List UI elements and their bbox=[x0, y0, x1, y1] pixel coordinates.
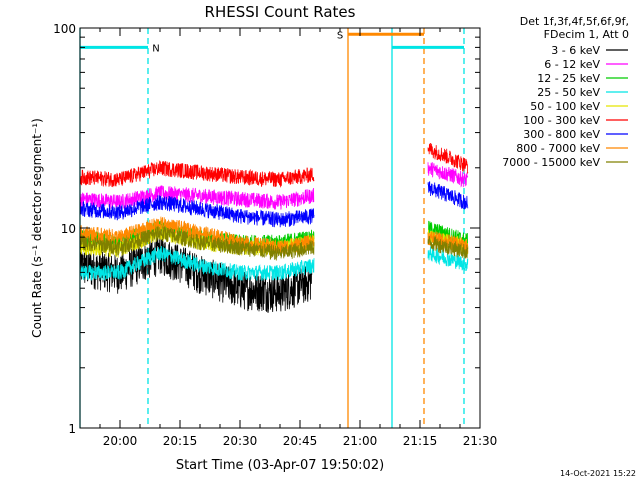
x-tick-label-5: 21:15 bbox=[403, 434, 438, 448]
legend-header-0: Det 1f,3f,4f,5f,6f,9f, bbox=[520, 15, 629, 28]
legend-label-4: 50 - 100 keV bbox=[530, 100, 600, 113]
annotation-label-s: S bbox=[337, 30, 343, 41]
legend-label-5: 100 - 300 keV bbox=[523, 114, 600, 127]
series-line-5 bbox=[79, 142, 469, 188]
x-tick-label-6: 21:30 bbox=[463, 434, 498, 448]
legend-label-6: 300 - 800 keV bbox=[523, 128, 600, 141]
legend-label-8: 7000 - 15000 keV bbox=[502, 156, 600, 169]
x-axis-label: Start Time (03-Apr-07 19:50:02) bbox=[176, 458, 384, 473]
y-tick-label-2: 100 bbox=[53, 22, 76, 36]
x-tick-label-0: 20:00 bbox=[103, 434, 138, 448]
series-line-8 bbox=[79, 225, 469, 261]
timestamp: 14-Oct-2021 15:22 bbox=[560, 469, 636, 478]
legend-header-1: FDecim 1, Att 0 bbox=[544, 28, 629, 41]
x-tick-label-3: 20:45 bbox=[283, 434, 318, 448]
legend-label-2: 12 - 25 keV bbox=[537, 72, 600, 85]
x-tick-label-1: 20:15 bbox=[163, 434, 198, 448]
series-line-6 bbox=[79, 181, 469, 228]
legend-label-0: 3 - 6 keV bbox=[551, 44, 600, 57]
chart-title: RHESSI Count Rates bbox=[205, 3, 356, 21]
legend-label-1: 6 - 12 keV bbox=[544, 58, 600, 71]
legend-label-7: 800 - 7000 keV bbox=[516, 142, 600, 155]
legend-label-3: 25 - 50 keV bbox=[537, 86, 600, 99]
legend: Det 1f,3f,4f,5f,6f,9f,FDecim 1, Att 0 3 -… bbox=[502, 15, 629, 169]
x-tick-label-2: 20:30 bbox=[223, 434, 258, 448]
annotation-label-n: N bbox=[152, 43, 159, 54]
x-tick-label-4: 21:00 bbox=[343, 434, 378, 448]
y-axis-label: Count Rate (s⁻¹ detector segment⁻¹) bbox=[30, 118, 44, 338]
y-tick-label-0: 1 bbox=[68, 422, 76, 436]
y-tick-label-1: 10 bbox=[61, 222, 76, 236]
